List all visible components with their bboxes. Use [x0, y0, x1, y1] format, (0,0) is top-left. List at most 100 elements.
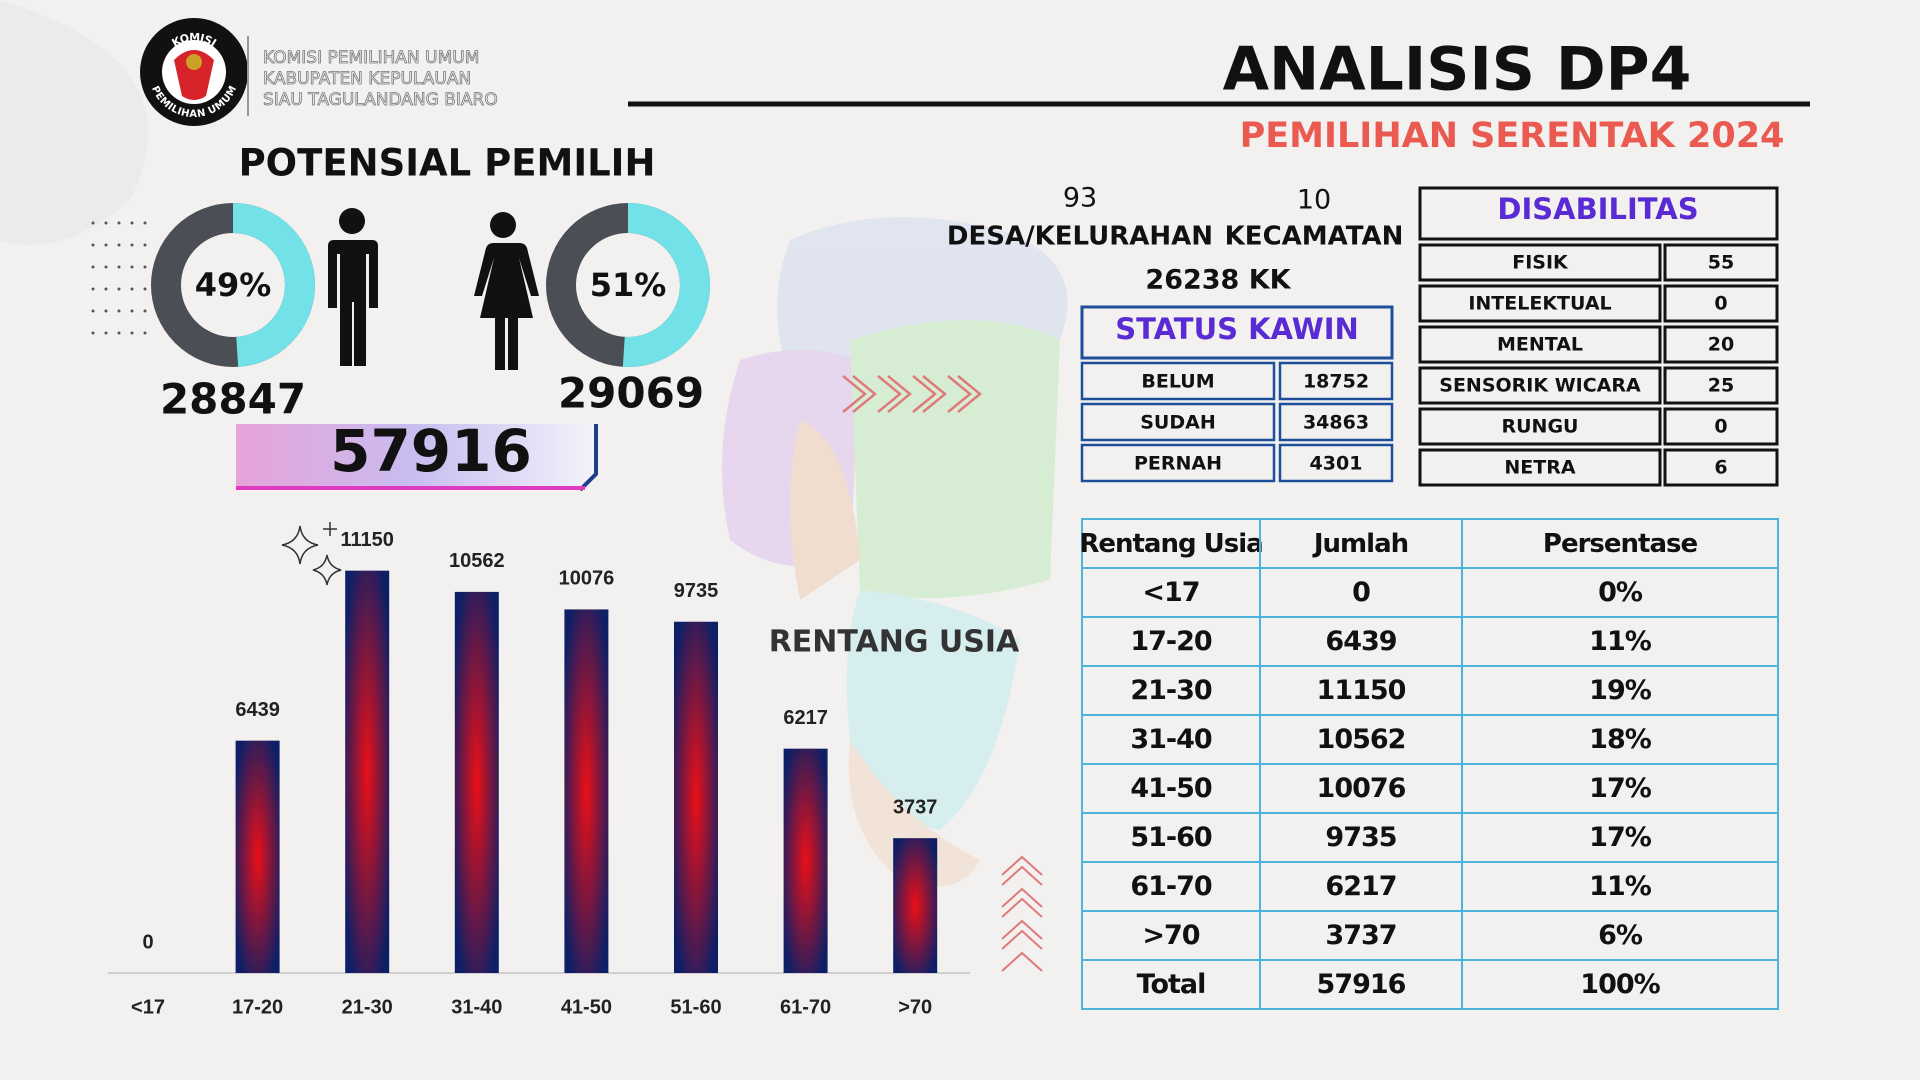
- chevrons-up: [1001, 855, 1043, 972]
- total-box-edge: [578, 424, 598, 492]
- table-cell: [1663, 243, 1779, 282]
- donut-share: [232, 203, 315, 367]
- status-value: 34863: [1303, 412, 1369, 434]
- table-cell: [1080, 443, 1276, 483]
- table-cell: [1418, 284, 1662, 323]
- table-cell: [1663, 448, 1779, 487]
- table-value: 19%: [1589, 675, 1652, 706]
- donut-label: 51%: [590, 266, 667, 304]
- donut-share: [622, 203, 710, 367]
- status-label: SUDAH: [1140, 412, 1216, 434]
- table-cell: [1418, 243, 1662, 282]
- value-label: 11150: [340, 529, 393, 551]
- table-value: 21-30: [1130, 675, 1212, 706]
- value-label: 6439: [235, 699, 280, 721]
- table-cell: [1418, 448, 1662, 487]
- disabilitas-label: MENTAL: [1497, 334, 1583, 356]
- bar: [674, 621, 718, 973]
- x-tick-label: 21-30: [342, 996, 393, 1018]
- table-value: <17: [1142, 577, 1199, 608]
- value-label: 3737: [893, 796, 938, 818]
- disabilitas-value: 0: [1714, 416, 1727, 438]
- table-cell: [1418, 366, 1662, 405]
- table-value: 41-50: [1130, 773, 1212, 804]
- table-value: 10562: [1317, 724, 1406, 755]
- org-line: KOMISI PEMILIHAN UMUM: [263, 48, 479, 68]
- table-value: 18%: [1589, 724, 1652, 755]
- x-tick-label: 31-40: [451, 996, 502, 1018]
- disabilitas-title: DISABILITAS: [1497, 192, 1698, 226]
- org-line: KABUPATEN KEPULAUAN: [263, 69, 471, 89]
- value-label: 9735: [674, 580, 719, 602]
- table-value: 51-60: [1130, 822, 1212, 853]
- disabilitas-value: 20: [1708, 334, 1734, 356]
- table-value: 57916: [1317, 969, 1406, 1000]
- status-value: 4301: [1310, 453, 1363, 475]
- status-value: 18752: [1303, 371, 1369, 393]
- bar: [454, 591, 499, 973]
- x-tick-label: 61-70: [780, 996, 831, 1018]
- table-value: Total: [1137, 969, 1206, 1000]
- disabilitas-label: INTELEKTUAL: [1468, 293, 1611, 315]
- sparkles: [281, 522, 342, 586]
- dot-pattern: [91, 221, 147, 335]
- status-label: BELUM: [1141, 371, 1214, 393]
- kk-count: 26238 KK: [1145, 265, 1291, 296]
- value-label: 0: [142, 931, 153, 953]
- disabilitas-value: 25: [1708, 375, 1734, 397]
- section-title: POTENSIAL PEMILIH: [239, 142, 656, 185]
- disabilitas-label: FISIK: [1512, 252, 1569, 274]
- male-icon: [328, 208, 378, 366]
- table-header: Jumlah: [1312, 529, 1408, 559]
- x-tick-label: 17-20: [232, 996, 283, 1018]
- table-header-cell: [1080, 305, 1394, 360]
- x-tick-label: >70: [898, 996, 932, 1018]
- table-cell: [1461, 959, 1779, 1010]
- table-cell: [1278, 402, 1394, 442]
- table-value: >70: [1142, 920, 1199, 951]
- logo-text: KOMISI: [170, 31, 219, 50]
- total-box: [236, 424, 596, 490]
- table-cell: [1663, 284, 1779, 323]
- x-tick-label: 51-60: [670, 996, 721, 1018]
- table-cell: [1663, 407, 1779, 446]
- kecamatan-label: KECAMATAN: [1225, 222, 1404, 252]
- title: ANALISIS DP4: [1223, 35, 1692, 105]
- disabilitas-value: 6: [1714, 457, 1727, 479]
- table-value: 11%: [1589, 871, 1652, 902]
- total-count: 57916: [330, 417, 532, 485]
- background-map: [0, 0, 1068, 887]
- kecamatan-count: 10: [1297, 185, 1331, 216]
- bar: [235, 740, 280, 973]
- table-value: 6%: [1598, 920, 1643, 951]
- table-value: 61-70: [1130, 871, 1212, 902]
- bar: [564, 609, 609, 973]
- table-value: 17%: [1589, 773, 1652, 804]
- table-cell: [1080, 361, 1276, 401]
- desa-label: DESA/KELURAHAN: [947, 222, 1213, 252]
- table-cell: [1278, 361, 1394, 401]
- table-cell: [1418, 325, 1662, 364]
- chart-title: RENTANG USIA: [769, 625, 1020, 660]
- disabilitas-label: RUNGU: [1502, 416, 1579, 438]
- table-value: 9735: [1325, 822, 1396, 853]
- table-value: 11150: [1317, 675, 1406, 706]
- table-cell: [1663, 325, 1779, 364]
- x-tick-label: <17: [131, 996, 165, 1018]
- disabilitas-value: 0: [1714, 293, 1727, 315]
- table-header-cell: [1418, 186, 1779, 241]
- chevrons-right: [842, 375, 982, 413]
- value-label: 6217: [783, 707, 828, 729]
- table-value: 0%: [1598, 577, 1643, 608]
- male-count: 28847: [160, 375, 306, 424]
- table-value: 31-40: [1130, 724, 1212, 755]
- disabilitas-label: NETRA: [1504, 457, 1575, 479]
- table-header: Persentase: [1543, 529, 1698, 559]
- table-value: 10076: [1317, 773, 1406, 804]
- table-value: 3737: [1325, 920, 1396, 951]
- table-value: 100%: [1580, 969, 1660, 1000]
- disabilitas-value: 55: [1708, 252, 1734, 274]
- logo-top-text: KOMISI: [170, 31, 219, 50]
- org-line: SIAU TAGULANDANG BIARO: [263, 90, 498, 110]
